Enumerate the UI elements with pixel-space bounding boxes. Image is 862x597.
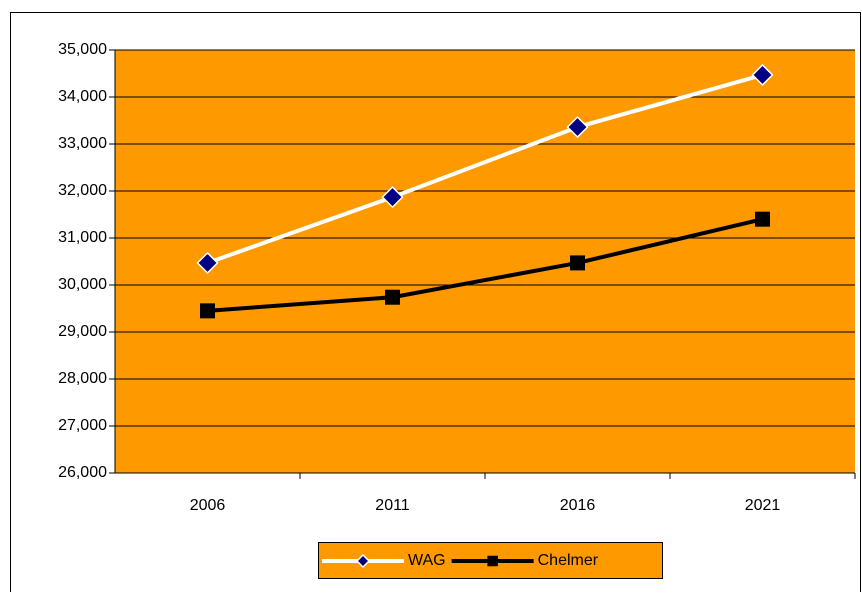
y-tick-label: 35,000 [58,41,107,58]
marker [355,553,371,569]
marker [751,63,774,86]
plot-area [115,50,855,473]
legend-label: Chelmer [538,552,599,569]
x-tick-label: 2006 [190,497,226,514]
x-tick-label: 2011 [375,497,410,514]
marker [570,255,585,271]
series-line [206,72,764,265]
y-tick-label: 27,000 [58,417,107,434]
series-line [207,217,763,313]
y-tick-label: 32,000 [58,182,107,199]
marker [381,186,404,209]
marker [755,211,770,227]
x-tick-label: 2016 [560,497,596,514]
y-tick-label: 33,000 [58,135,107,152]
y-tick-label: 26,000 [58,464,107,481]
legend-label: WAG [408,552,446,569]
y-tick-label: 30,000 [58,276,107,293]
marker [385,289,400,305]
marker [200,303,215,319]
x-tick-label: 2021 [745,497,781,514]
y-tick-label: 29,000 [58,323,107,340]
marker [487,555,498,567]
marker [566,116,589,139]
legend: WAG Chelmer [318,542,663,579]
y-tick-label: 28,000 [58,370,107,387]
y-tick-label: 34,000 [58,88,107,105]
marker [196,251,219,274]
y-tick-label: 31,000 [58,229,107,246]
